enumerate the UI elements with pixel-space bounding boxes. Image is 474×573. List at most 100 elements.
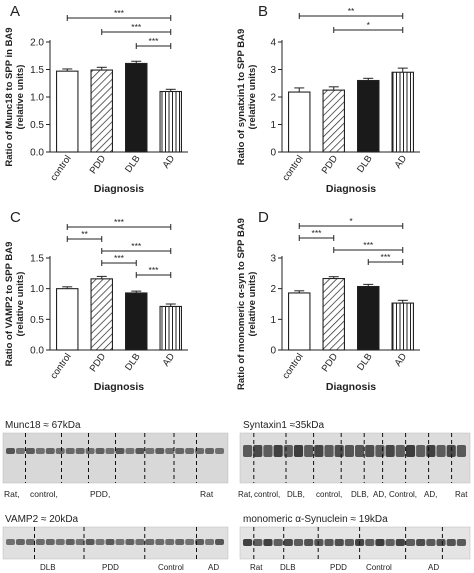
blot-band: [365, 445, 375, 457]
lane-label: DLB,: [287, 490, 305, 499]
blot-band: [273, 445, 283, 457]
y-tick-label: 1.0: [30, 284, 44, 295]
lane-label: Rat,: [238, 490, 253, 499]
y-axis-label: Ratio of Munc18 to SPP in BA9: [4, 27, 15, 166]
blot-band: [75, 448, 85, 454]
blot-alpha-synuclein: monomeric α-Synuclein ≈ 19kDa Rat DLB PD…: [239, 514, 471, 572]
bar-dlb: [357, 285, 380, 351]
x-tick-label: DLB: [123, 153, 143, 174]
blot-image: [239, 432, 471, 484]
blot-band: [45, 539, 55, 545]
x-tick-label: control: [280, 153, 305, 183]
significance-label: *: [367, 20, 371, 30]
blot-band: [175, 448, 185, 454]
blot-band: [243, 445, 253, 457]
y-axis-label: Ratio of monomeric α-syn to SPP BA9: [236, 218, 247, 390]
y-axis-label: Ratio of VAMP2 to SPP BA9: [4, 242, 15, 367]
x-tick-label: control: [280, 351, 305, 381]
blot-band: [344, 445, 354, 457]
significance-label: ***: [363, 240, 374, 250]
y-tick-label: 0.5: [30, 120, 44, 131]
blot-band: [293, 539, 304, 546]
y-tick-label: 0: [270, 148, 276, 159]
x-tick-label: PDD: [320, 153, 341, 176]
blot-band: [35, 539, 45, 545]
blot-band: [385, 445, 395, 457]
lane-label: AD: [208, 563, 219, 572]
blot-band: [436, 539, 446, 546]
blot-band: [334, 445, 344, 457]
bar-control: [56, 70, 79, 153]
blot-band: [456, 539, 466, 546]
blot-band: [195, 539, 205, 545]
x-tick-label: control: [48, 153, 73, 183]
y-tick-label: 0.0: [30, 346, 44, 357]
y-tick-label: 0.0: [30, 148, 44, 159]
y-tick-label: 1: [270, 120, 276, 131]
blot-band: [304, 445, 314, 457]
blot-band: [243, 539, 253, 546]
blot-band: [35, 448, 45, 454]
significance-label: **: [81, 229, 88, 239]
significance-label: ***: [114, 217, 125, 227]
bar-control: [288, 91, 311, 153]
bar-ad: [391, 302, 414, 351]
panel-letter: D: [258, 209, 269, 226]
bar-ad: [159, 90, 182, 153]
y-tick-label: 2: [270, 93, 276, 104]
y-tick-label: 4: [270, 38, 276, 49]
y-tick-label: 2: [270, 284, 276, 295]
blot-band: [205, 448, 215, 454]
lane-label: DLB: [280, 563, 296, 572]
blot-title: VAMP2 ≈ 20kDa: [5, 514, 79, 525]
x-tick-label: DLB: [355, 153, 375, 174]
lane-label: Rat: [200, 489, 214, 499]
blot-band: [375, 445, 385, 457]
blot-band: [395, 539, 405, 546]
lane-label: AD,: [373, 490, 386, 499]
lane-label: DLB,: [351, 490, 369, 499]
x-axis-label: Diagnosis: [94, 183, 144, 195]
x-tick-label: AD: [161, 153, 178, 170]
blot-band: [65, 448, 75, 454]
significance-label: ***: [131, 241, 142, 251]
blot-band: [25, 448, 35, 454]
bar-ad: [159, 305, 182, 351]
blot-band: [446, 539, 456, 546]
blot-band: [25, 539, 35, 545]
x-axis-label: Diagnosis: [326, 183, 376, 195]
significance-label: *: [349, 216, 353, 226]
lane-label: Control: [158, 563, 184, 572]
blot-band: [195, 448, 205, 454]
lane-label: DLB: [40, 563, 56, 572]
x-tick-label: PDD: [88, 351, 109, 374]
x-tick-label: AD: [393, 351, 410, 368]
bar-dlb: [125, 62, 148, 153]
panel-letter: C: [10, 209, 21, 226]
bar-dlb: [125, 292, 148, 351]
blot-band: [215, 539, 224, 545]
panel-letter: B: [258, 3, 268, 20]
blot-band: [263, 539, 273, 546]
x-tick-label: PDD: [320, 351, 341, 374]
blot-band: [185, 539, 195, 545]
lane-label: Control: [366, 563, 392, 572]
blot-band: [55, 448, 65, 454]
bar-control: [288, 292, 311, 351]
bar-control: [56, 288, 79, 351]
blot-band: [185, 448, 195, 454]
y-tick-label: 2.0: [30, 38, 44, 49]
blot-band: [105, 539, 115, 545]
blot-band: [165, 448, 175, 454]
significance-label: ***: [149, 265, 160, 275]
y-axis-sublabel: (relative units): [247, 272, 258, 337]
bar-pdd: [90, 278, 113, 351]
blot-band: [395, 445, 405, 457]
blot-band: [263, 445, 273, 457]
blot-band: [385, 539, 395, 546]
blot-band: [253, 539, 263, 546]
significance-label: **: [348, 6, 355, 16]
blot-band: [115, 448, 125, 454]
lane-label: control,: [30, 489, 58, 499]
